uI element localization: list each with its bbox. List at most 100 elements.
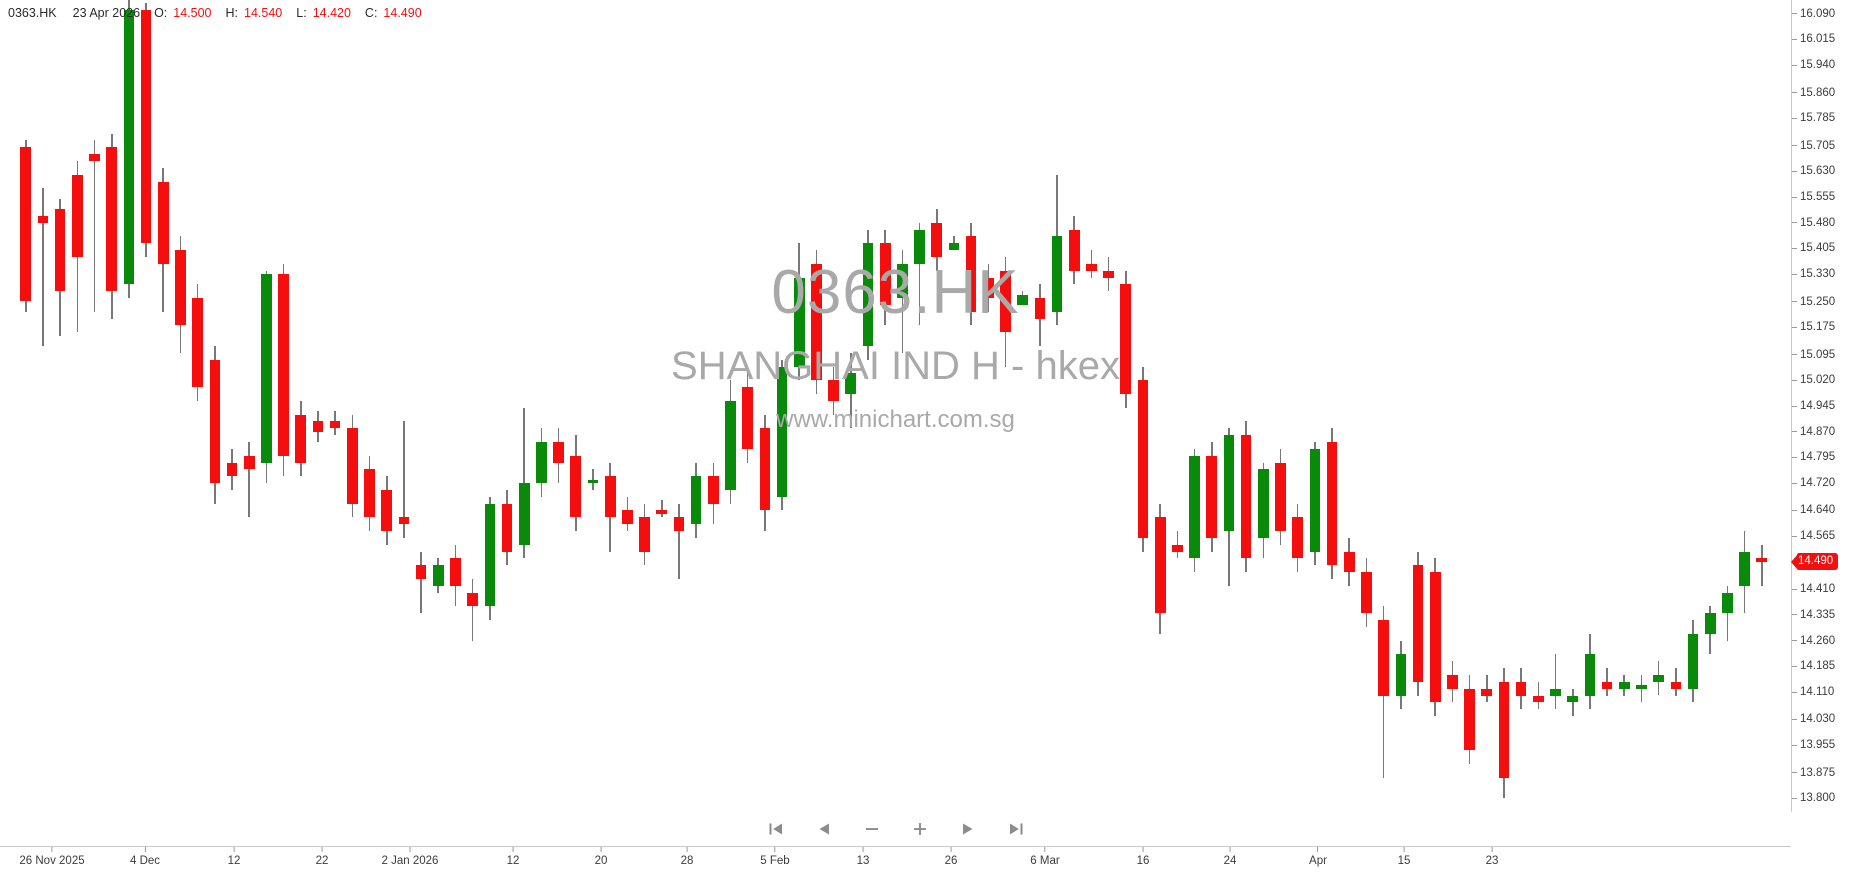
date-axis-tick-label: 23 [1485, 855, 1499, 867]
candle-body-up [1309, 448, 1321, 552]
date-axis-tick-label: 13 [856, 855, 870, 867]
price-axis-tick: 14.795 [1792, 450, 1850, 464]
candle-body-up [725, 400, 736, 490]
tick-dash-icon [1792, 691, 1797, 693]
current-price-marker: 14.490 [1791, 553, 1839, 571]
candle-body-down [1326, 441, 1338, 566]
chart-plot-area[interactable]: 0363.HK SHANGHAI IND H - hkex www.minich… [0, 0, 1791, 812]
tick-dash-icon [1792, 354, 1797, 356]
tick-dash-icon [1792, 718, 1797, 720]
chart-navigation-toolbar[interactable] [0, 812, 1791, 846]
tick-dash-icon [1792, 196, 1797, 198]
candle-body-up [1395, 654, 1407, 696]
candle-wick [1726, 585, 1729, 641]
candle-body-down [1412, 565, 1424, 682]
tick-dash-icon [144, 847, 146, 852]
candle-body-down [965, 236, 977, 312]
price-axis-tick-label: 15.175 [1800, 321, 1836, 334]
step-forward-icon[interactable] [957, 818, 979, 840]
candle-body-down [1206, 455, 1218, 538]
zoom-in-icon[interactable] [909, 818, 931, 840]
candle-body-down [931, 222, 943, 257]
candle-body-up [484, 503, 496, 607]
date-axis-tick: 23 [1485, 847, 1499, 867]
price-axis-tick-label: 14.260 [1800, 634, 1836, 647]
price-axis-tick: 15.095 [1792, 348, 1850, 362]
candle-body-down [742, 387, 753, 449]
date-axis-tick: 16 [1136, 847, 1150, 867]
candle-body-up [1550, 688, 1561, 696]
tick-dash-icon [1792, 456, 1797, 458]
candle-body-down [347, 428, 358, 504]
candle-body-down [1275, 462, 1286, 532]
tick-dash-icon [1403, 847, 1405, 852]
tick-dash-icon [686, 847, 688, 852]
candle-body-up [1189, 455, 1200, 559]
candle-body-down [1670, 681, 1682, 689]
candle-body-down [1034, 298, 1046, 319]
tick-dash-icon [1792, 13, 1797, 15]
tick-dash-icon [862, 847, 864, 852]
zoom-out-icon[interactable] [861, 818, 883, 840]
candle-body-up [862, 243, 874, 347]
date-axis-tick-label: 24 [1223, 855, 1237, 867]
candle-body-down [828, 380, 839, 401]
price-axis-tick-label: 16.015 [1800, 33, 1836, 46]
date-axis-tick: 20 [595, 847, 607, 867]
tick-dash-icon [1792, 665, 1797, 667]
date-axis-tick-label: 22 [315, 855, 329, 867]
price-axis-tick-label: 14.185 [1800, 660, 1836, 673]
date-axis-tick-label: 16 [1136, 855, 1150, 867]
candle-body-down [364, 469, 375, 518]
price-axis-tick: 14.410 [1792, 582, 1850, 596]
tick-dash-icon [1792, 222, 1797, 224]
price-axis-tick: 15.785 [1792, 111, 1850, 125]
price-axis-tick-label: 14.410 [1800, 583, 1836, 596]
date-axis[interactable]: 26 Nov 2025 4 Dec 12 22 2 Jan 2026 12 20 28 5 Fe… [0, 846, 1791, 874]
date-axis-tick: 26 Nov 2025 [19, 847, 85, 867]
candle-body-up [1739, 551, 1750, 586]
candle-body-up [1722, 592, 1733, 614]
date-axis-tick: 22 [315, 847, 329, 867]
price-axis-tick: 15.940 [1792, 58, 1850, 72]
candle-body-down [1068, 229, 1080, 271]
candle-body-down [1361, 572, 1372, 614]
price-axis[interactable]: 16.090 16.015 15.940 15.860 15.785 15.705 15.6… [1791, 0, 1850, 812]
price-axis-tick: 14.720 [1792, 476, 1850, 490]
date-axis-tick: 28 [681, 847, 693, 867]
candle-body-down [759, 428, 771, 511]
tick-dash-icon [1792, 38, 1797, 40]
tick-dash-icon [1792, 170, 1797, 172]
tick-dash-icon [1792, 273, 1797, 275]
candle-body-up [123, 10, 135, 285]
candle-wick [678, 503, 680, 580]
tick-dash-icon [1792, 117, 1797, 119]
skip-to-end-icon[interactable] [1005, 818, 1027, 840]
tick-dash-icon [321, 847, 323, 852]
tick-dash-icon [1229, 847, 1231, 852]
price-axis-tick: 14.260 [1792, 634, 1850, 648]
candle-body-down [1154, 517, 1166, 614]
date-axis-tick-label: 26 Nov 2025 [19, 855, 85, 867]
tick-dash-icon [512, 847, 514, 852]
step-back-icon[interactable] [813, 818, 835, 840]
candle-body-up [897, 263, 908, 299]
tick-dash-icon [1491, 847, 1493, 852]
candle-body-up [536, 441, 547, 484]
date-axis-tick-label: 26 [944, 855, 958, 867]
candle-body-down [1481, 688, 1493, 696]
price-axis-tick: 14.870 [1792, 425, 1850, 439]
date-axis-tick-label: 5 Feb [760, 855, 790, 867]
candle-body-up [948, 243, 960, 251]
candle-body-down [570, 455, 582, 518]
candle-body-up [1687, 633, 1699, 689]
candle-body-down [1429, 572, 1441, 703]
date-axis-tick: Apr [1309, 847, 1327, 867]
skip-to-start-icon[interactable] [765, 818, 787, 840]
price-axis-tick: 15.020 [1792, 373, 1850, 387]
candle-body-down [1601, 681, 1613, 689]
candle-body-down [20, 147, 32, 302]
candle-body-down [140, 10, 152, 244]
candlestick-series [20, 0, 1768, 799]
candle-body-down [1515, 681, 1527, 696]
